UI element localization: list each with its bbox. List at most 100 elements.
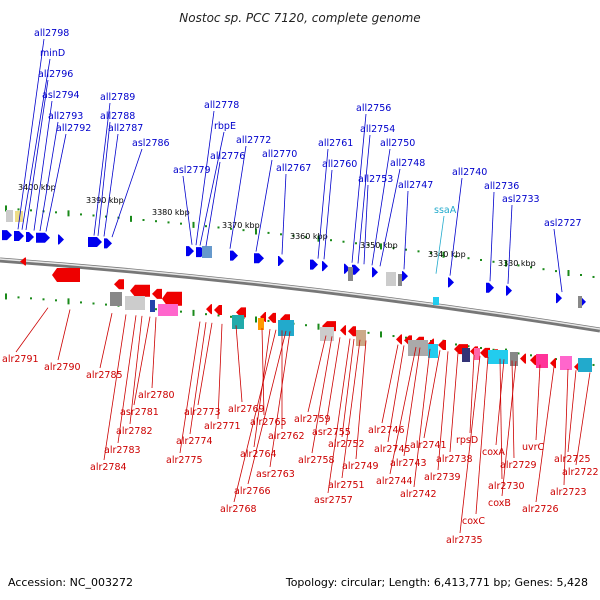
gene-label: asl2727	[544, 218, 582, 229]
gene-label: asl2779	[173, 165, 211, 176]
genome-backbone	[0, 257, 600, 333]
gene-leader-line	[255, 159, 273, 252]
gene-leader-line	[489, 191, 495, 282]
scale-label: 3400 kbp	[18, 183, 56, 192]
tick-mark	[380, 331, 382, 338]
gene-leader-line	[39, 121, 59, 232]
gene-label: asl2733	[502, 194, 540, 205]
gene-leader-line	[189, 322, 207, 435]
gene-leader-line	[103, 314, 127, 461]
reverse-gene-arrow	[214, 305, 222, 316]
gene-label: alr2785	[86, 370, 123, 381]
tick-mark	[380, 243, 382, 250]
gene-leader-line	[403, 347, 421, 457]
tick-mark	[17, 208, 20, 211]
gene-leader-line	[261, 328, 265, 416]
gene-label: all2756	[356, 103, 391, 114]
tick-mark	[280, 233, 282, 236]
gene-leader-line	[535, 364, 541, 441]
gene-leader-line	[563, 368, 569, 486]
gene-label: alr2735	[446, 535, 483, 546]
reverse-gene-arrow	[114, 279, 124, 290]
gene-leader-line	[307, 335, 327, 413]
feature-box	[408, 340, 428, 356]
tick-mark	[480, 258, 482, 261]
tick-mark	[105, 215, 107, 218]
tick-mark	[30, 297, 32, 300]
forward-gene-arrow	[186, 246, 194, 257]
forward-gene-arrow	[278, 255, 284, 266]
forward-gene-arrow	[58, 234, 64, 245]
forward-gene-arrow	[402, 271, 408, 282]
gene-label: coxA	[482, 447, 505, 458]
gene-label: alr2726	[522, 504, 559, 515]
forward-gene-arrow	[14, 231, 24, 242]
gene-label: all2789	[100, 92, 135, 103]
gene-label: alr2743	[390, 458, 427, 469]
gene-label: alr2769	[228, 404, 265, 415]
reverse-gene-arrow	[152, 288, 162, 299]
gene-leader-line	[269, 331, 291, 468]
gene-leader-line	[389, 346, 417, 475]
tick-mark	[92, 214, 95, 217]
feature-box	[428, 344, 438, 358]
tick-mark	[305, 324, 307, 327]
tick-mark	[230, 315, 232, 318]
forward-gene-arrow	[230, 250, 238, 261]
scale-labels: 3400 kbp 3390 kbp 3380 kbp 3370 kbp 3360 kbp…	[18, 183, 536, 268]
gene-leader-line	[423, 350, 441, 439]
gene-label: alr2780	[138, 390, 175, 401]
tick-mark	[467, 345, 470, 348]
tick-mark	[530, 354, 532, 357]
gene-leader-line	[351, 113, 367, 263]
gene-label: all2798	[34, 28, 69, 39]
tick-mark	[267, 231, 270, 234]
gene-label: all2796	[38, 69, 73, 80]
feature-box	[150, 300, 155, 312]
gene-leader-line	[15, 307, 49, 353]
gene-leader-line	[475, 356, 489, 515]
gene-leader-line	[459, 355, 481, 534]
tick-mark	[442, 251, 445, 258]
gene-leader-line	[357, 134, 371, 264]
feature-box	[348, 267, 353, 281]
tick-mark	[67, 298, 70, 305]
gene-leader-line	[507, 204, 513, 284]
gene-label: all2770	[262, 149, 297, 160]
gene-label: alr2723	[550, 487, 587, 498]
tick-mark	[530, 266, 532, 269]
tick-mark	[267, 319, 270, 322]
forward-gene-arrow	[556, 293, 562, 304]
tick-mark	[92, 302, 95, 305]
gene-label: all2778	[204, 100, 239, 111]
gene-label: all2772	[236, 135, 271, 146]
forward-gene-arrow	[104, 238, 112, 249]
forward-gene-arrow	[26, 231, 34, 242]
tick-mark	[405, 336, 407, 339]
gene-leader-line	[235, 325, 243, 403]
gene-label: alr2758	[298, 455, 335, 466]
tick-mark	[592, 275, 595, 278]
scale-label: 3340 kbp	[428, 250, 466, 259]
tick-mark	[392, 335, 395, 338]
tick-mark	[517, 264, 520, 267]
tick-mark	[80, 213, 82, 216]
feature-box	[578, 358, 592, 372]
gene-label: all2787	[108, 123, 143, 134]
gene-leader-line	[179, 321, 201, 454]
gene-label: alr2790	[44, 362, 81, 373]
tick-mark	[392, 247, 395, 250]
gene-leader-line	[449, 352, 459, 453]
gene-leader-line	[435, 215, 445, 274]
forward-gene-arrow	[254, 253, 264, 264]
tick-mark	[205, 313, 207, 316]
gene-label: ssaA	[434, 205, 457, 216]
feature-box	[6, 210, 13, 222]
gene-label: all2788	[100, 111, 135, 122]
scale-label: 3350 kbp	[360, 241, 398, 250]
tick-mark	[167, 221, 170, 224]
tick-mark	[192, 221, 195, 228]
gene-leader-line	[21, 58, 51, 230]
scale-label: 3360 kbp	[290, 232, 328, 241]
gene-leader-line	[217, 323, 223, 420]
